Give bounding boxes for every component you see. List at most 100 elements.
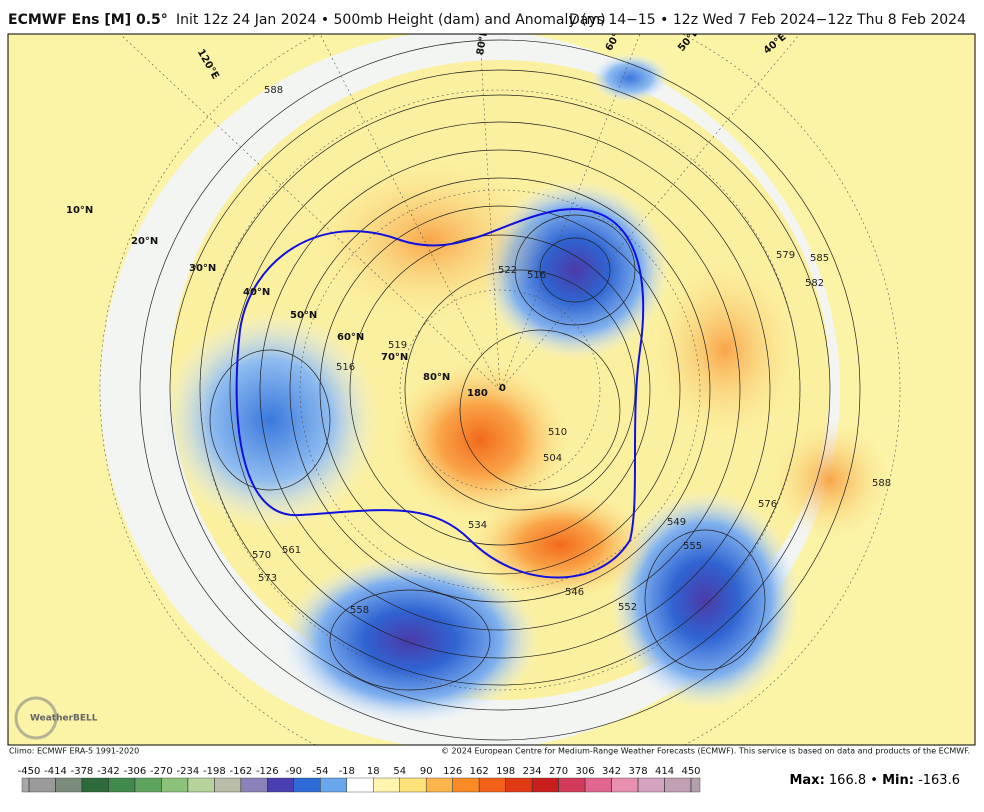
contour-label: 588 bbox=[264, 85, 283, 96]
colorbar-tick-label: 90 bbox=[420, 766, 433, 777]
colorbar-swatch bbox=[426, 777, 453, 793]
colorbar-tick-label: 234 bbox=[523, 766, 542, 777]
lat-label: 70°N bbox=[381, 352, 408, 363]
copyright: © 2024 European Centre for Medium-Range … bbox=[441, 747, 970, 756]
contour-label: 579 bbox=[776, 250, 795, 261]
logo: WeatherBELL bbox=[30, 714, 98, 724]
colorbar-swatch bbox=[584, 777, 612, 793]
contour-label: 582 bbox=[805, 278, 824, 289]
lon-label: 0 bbox=[499, 383, 506, 394]
map: 588 519 516 522 510 504 534 549 555 576 … bbox=[8, 29, 975, 745]
contour-label: 555 bbox=[683, 541, 702, 552]
colorbar-tick-label: 450 bbox=[681, 766, 700, 777]
contour-label: 516 bbox=[527, 270, 546, 281]
colorbar-swatch bbox=[108, 777, 136, 793]
min-value: -163.6 bbox=[918, 773, 960, 788]
contour-label: 576 bbox=[758, 499, 777, 510]
colorbar-swatch bbox=[55, 777, 83, 793]
colorbar-swatch bbox=[28, 777, 56, 793]
colorbar-swatch bbox=[267, 777, 295, 793]
lat-label: 10°N bbox=[66, 205, 93, 216]
lon-label: 180 bbox=[467, 388, 488, 399]
colorbar-swatch bbox=[240, 777, 268, 793]
colorbar-swatch bbox=[452, 777, 480, 793]
colorbar-tick-label: 378 bbox=[628, 766, 647, 777]
colorbar-swatch bbox=[637, 777, 665, 793]
colorbar-swatch bbox=[478, 777, 506, 793]
colorbar-swatch bbox=[611, 777, 639, 793]
lon-label: 80°E bbox=[475, 29, 490, 56]
contour-label: 519 bbox=[388, 340, 407, 351]
colorbar-swatch bbox=[558, 777, 586, 793]
colorbar-tick-label: -54 bbox=[312, 766, 328, 777]
contour-label: 510 bbox=[548, 427, 567, 438]
lat-label: 80°N bbox=[423, 372, 450, 383]
colorbar-swatch bbox=[505, 777, 533, 793]
contour-label: 558 bbox=[350, 605, 369, 616]
colorbar-swatch bbox=[81, 777, 109, 793]
colorbar-tick-label: -198 bbox=[203, 766, 226, 777]
contour-label: 504 bbox=[543, 453, 562, 464]
contour-label: 546 bbox=[565, 587, 584, 598]
colorbar-tick-label: 198 bbox=[496, 766, 515, 777]
colorbar-swatch bbox=[187, 777, 215, 793]
colorbar-swatch bbox=[373, 777, 400, 793]
colorbar-tick-label: 54 bbox=[393, 766, 406, 777]
colorbar-tick-label: 342 bbox=[602, 766, 621, 777]
colorbar-tick-label: -450 bbox=[18, 766, 41, 777]
colorbar-swatch bbox=[134, 777, 162, 793]
valid-time: Days 14−15 • 12z Wed 7 Feb 2024−12z Thu … bbox=[569, 12, 966, 28]
colorbar-tick-label: -270 bbox=[150, 766, 173, 777]
lat-label: 50°N bbox=[290, 310, 317, 321]
contour-label: 588 bbox=[872, 478, 891, 489]
colorbar-swatch bbox=[293, 777, 321, 793]
colorbar-swatch bbox=[531, 777, 559, 793]
colorbar-tick-label: 306 bbox=[576, 766, 595, 777]
colorbar-swatch bbox=[690, 777, 701, 793]
colorbar-tick-label: -234 bbox=[177, 766, 200, 777]
map-frame bbox=[7, 33, 976, 746]
contour-label: 522 bbox=[498, 265, 517, 276]
contour-label: 552 bbox=[618, 602, 637, 613]
title: ECMWF Ens [M] 0.5° bbox=[8, 12, 168, 28]
subtitle: Init 12z 24 Jan 2024 • 500mb Height (dam… bbox=[176, 12, 606, 28]
climo-note: Climo: ECMWF ERA-5 1991-2020 bbox=[9, 747, 139, 756]
contour-label: 573 bbox=[258, 573, 277, 584]
contour-label: 585 bbox=[810, 253, 829, 264]
colorbar-tick-label: -342 bbox=[97, 766, 120, 777]
colorbar-tick-label: -306 bbox=[124, 766, 147, 777]
colorbar-swatch bbox=[664, 777, 692, 793]
contour-label: 561 bbox=[282, 545, 301, 556]
contour-label: 549 bbox=[667, 517, 686, 528]
contour-label: 516 bbox=[336, 362, 355, 373]
max-label: Max: bbox=[789, 773, 824, 788]
max-value: 166.8 bbox=[829, 773, 866, 788]
lat-label: 60°N bbox=[337, 332, 364, 343]
min-label: Min: bbox=[882, 773, 914, 788]
colorbar-swatch bbox=[214, 777, 242, 793]
colorbar-tick-label: -126 bbox=[256, 766, 279, 777]
lat-label: 30°N bbox=[189, 263, 216, 274]
colorbar-tick-label: -162 bbox=[229, 766, 252, 777]
separator: • bbox=[870, 773, 878, 788]
colorbar-tick-label: -90 bbox=[286, 766, 302, 777]
colorbar: -450 -414 -378 -342 -306 -270 -234 -198 -162 -126… bbox=[18, 766, 701, 793]
colorbar-swatch bbox=[320, 777, 347, 793]
colorbar-swatch bbox=[346, 777, 374, 793]
colorbar-tick-label: 162 bbox=[470, 766, 489, 777]
colorbar-tick-label: 414 bbox=[655, 766, 674, 777]
colorbar-swatch bbox=[161, 777, 189, 793]
colorbar-tick-label: -378 bbox=[71, 766, 94, 777]
colorbar-tick-label: 18 bbox=[367, 766, 380, 777]
colorbar-tick-label: 270 bbox=[549, 766, 568, 777]
colorbar-swatch bbox=[21, 777, 30, 793]
lat-label: 20°N bbox=[131, 236, 158, 247]
lat-label: 40°N bbox=[243, 287, 270, 298]
max-min: Max: 166.8 • Min: -163.6 bbox=[789, 773, 960, 788]
colorbar-tick-label: -414 bbox=[44, 766, 67, 777]
colorbar-swatch bbox=[399, 777, 427, 793]
contour-label: 534 bbox=[468, 520, 487, 531]
colorbar-tick-label: 126 bbox=[443, 766, 462, 777]
colorbar-tick-label: -18 bbox=[339, 766, 355, 777]
